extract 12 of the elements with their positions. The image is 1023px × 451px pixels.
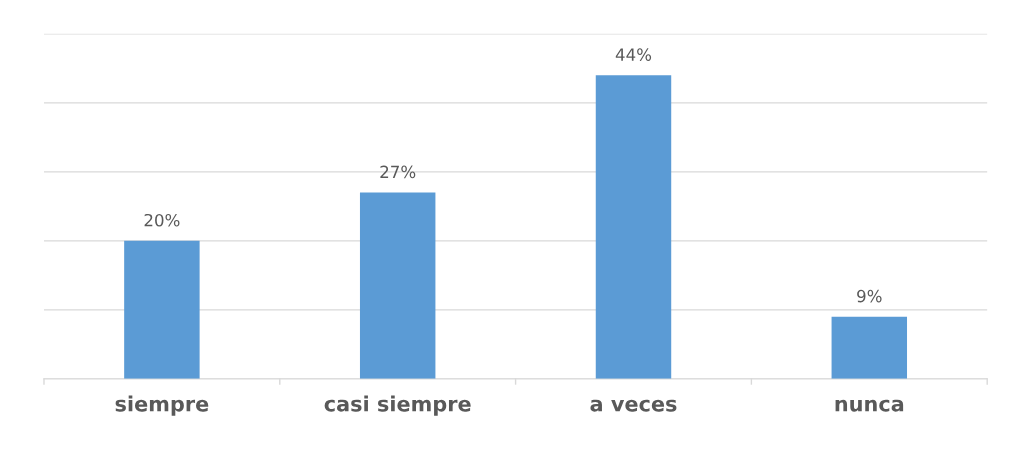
x-tick-label: nunca [835,399,904,412]
x-tick-label: siempre [115,395,209,416]
data-label: 44% [615,48,652,61]
data-label: 27% [380,165,416,179]
bar [359,192,436,379]
x-tick-label: a veces [590,399,677,412]
bar [124,240,200,379]
x-tick-label: casi siempre [324,395,471,416]
data-label: 20% [144,213,180,227]
data-label: 9% [857,289,882,303]
bar [831,316,908,379]
bar [595,75,672,379]
